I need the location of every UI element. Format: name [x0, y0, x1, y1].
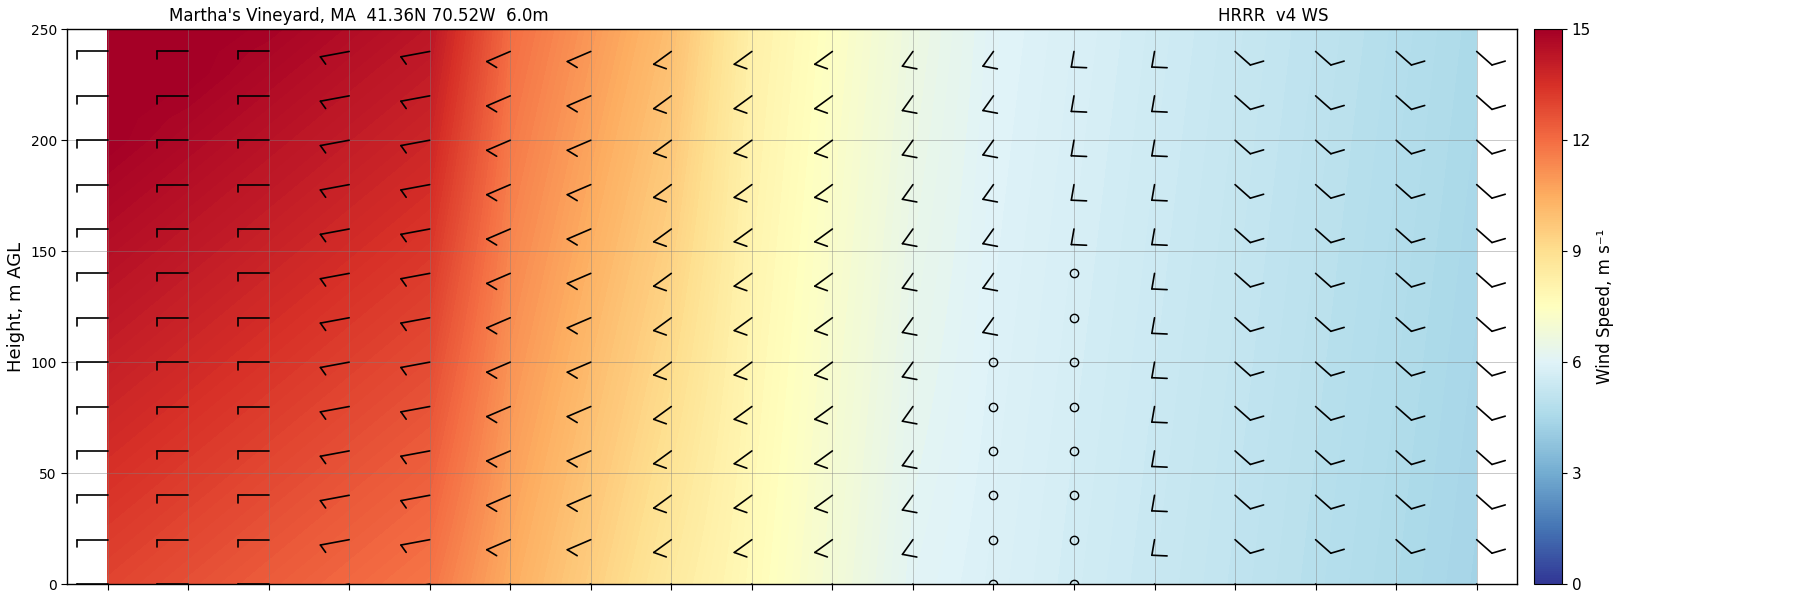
Text: Martha's Vineyard, MA  41.36N 70.52W  6.0m: Martha's Vineyard, MA 41.36N 70.52W 6.0m	[169, 7, 549, 25]
Y-axis label: Height, m AGL: Height, m AGL	[7, 242, 25, 372]
Text: HRRR  v4 WS: HRRR v4 WS	[1219, 7, 1328, 25]
Y-axis label: Wind Speed, m s⁻¹: Wind Speed, m s⁻¹	[1597, 229, 1615, 384]
